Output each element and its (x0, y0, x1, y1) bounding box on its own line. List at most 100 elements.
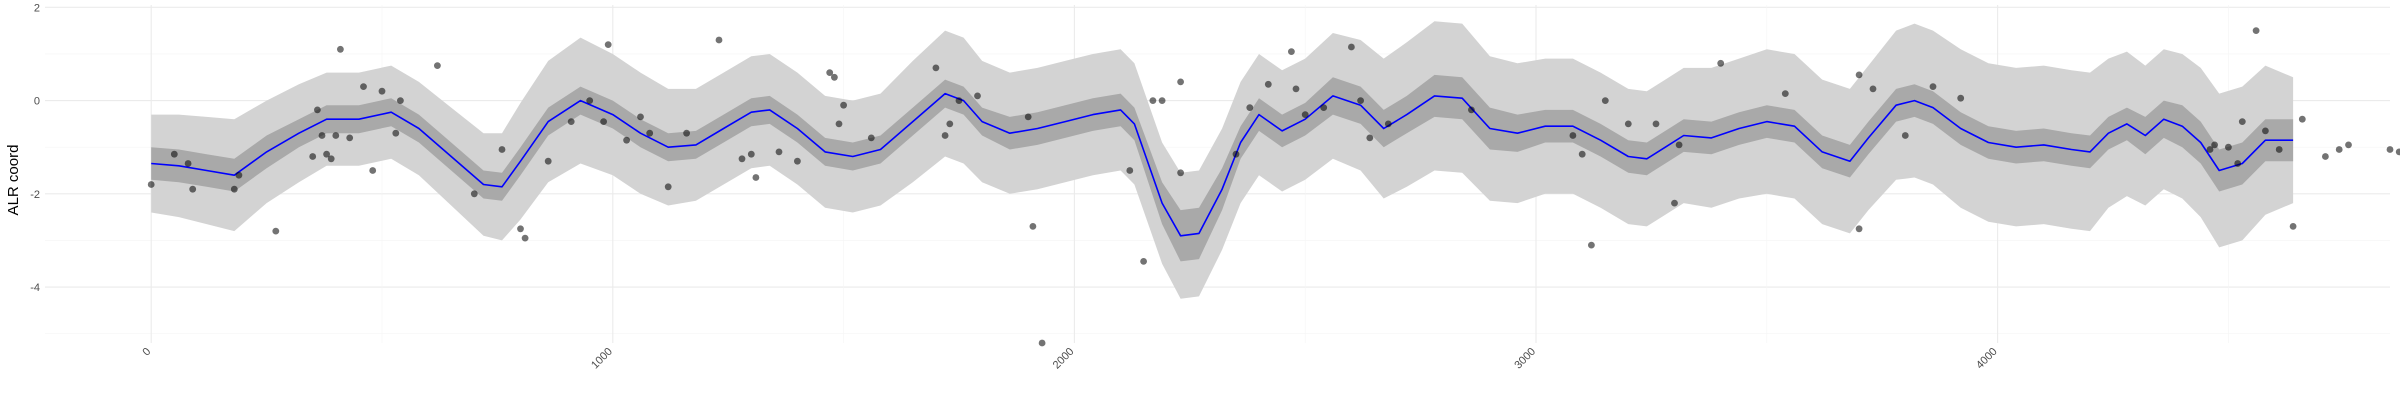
data-point (974, 92, 981, 100)
data-point (235, 171, 243, 179)
data-point (1357, 97, 1364, 104)
data-point (747, 150, 755, 158)
fitted-line (151, 92, 2294, 237)
data-point (1292, 85, 1300, 93)
data-point (1588, 241, 1595, 249)
data-point (1671, 199, 1678, 207)
data-point (867, 134, 875, 142)
data-point (1348, 43, 1355, 51)
data-point (2262, 127, 2269, 135)
data-point (586, 97, 594, 104)
data-point (1038, 339, 1046, 347)
data-point (323, 150, 330, 158)
data-point (1569, 132, 1577, 139)
x-tick-label: 0 (140, 346, 153, 359)
data-point (498, 146, 506, 153)
data-point (189, 185, 197, 193)
data-point (170, 150, 178, 158)
data-point (521, 234, 529, 242)
data-point (309, 153, 317, 160)
data-point (327, 155, 335, 163)
data-point (272, 227, 280, 235)
data-point (835, 120, 843, 128)
data-point (517, 225, 524, 233)
data-point (1869, 85, 1877, 93)
data-point (604, 41, 612, 48)
data-point (314, 106, 321, 114)
data-point (1901, 132, 1909, 139)
data-point (1177, 78, 1184, 86)
data-point (369, 167, 377, 174)
data-point (775, 148, 783, 156)
data-points (147, 27, 2400, 347)
data-point (826, 69, 834, 76)
inner-band-area (151, 74, 2294, 262)
data-point (715, 36, 723, 44)
data-point (434, 62, 441, 69)
data-point (1624, 120, 1632, 128)
data-point (470, 190, 478, 198)
data-point (567, 118, 575, 125)
data-point (646, 129, 654, 137)
data-point (2225, 143, 2232, 151)
data-point (2234, 160, 2242, 167)
data-point (831, 73, 838, 81)
data-point (1781, 90, 1789, 97)
data-point (1957, 94, 1965, 102)
data-point (2395, 148, 2400, 156)
outer-band-area (151, 21, 2294, 299)
data-point (1301, 111, 1309, 118)
data-point (1468, 106, 1475, 114)
data-point (738, 155, 746, 163)
data-point (1929, 83, 1937, 90)
data-point (932, 64, 940, 72)
data-point (2322, 153, 2329, 160)
data-point (1246, 104, 1254, 111)
data-point (1264, 80, 1272, 88)
data-point (955, 97, 963, 104)
data-point (397, 97, 404, 104)
data-point (1320, 104, 1328, 111)
x-tick-label: 3000 (1512, 346, 1538, 372)
data-point (1675, 141, 1683, 149)
data-point (840, 101, 847, 109)
data-point (2206, 146, 2214, 153)
data-point (2345, 141, 2352, 149)
data-point (600, 118, 607, 125)
x-tick-label: 2000 (1051, 346, 1077, 372)
data-point (2289, 223, 2297, 230)
data-point (1652, 120, 1660, 128)
data-point (1149, 97, 1157, 104)
data-point (1288, 48, 1295, 55)
data-point (1232, 150, 1240, 158)
y-tick-label: 0 (34, 96, 40, 108)
data-point (2211, 141, 2219, 149)
data-point (1717, 59, 1725, 67)
data-point (2335, 146, 2343, 153)
data-point (1029, 223, 1037, 230)
data-point (1177, 169, 1184, 177)
data-point (1126, 167, 1134, 174)
data-point (346, 134, 354, 142)
y-tick-label: -2 (30, 189, 40, 201)
data-point (946, 120, 954, 128)
data-point (332, 132, 340, 139)
data-point (1578, 150, 1586, 158)
y-axis-title: ALR coord (5, 145, 22, 216)
inner-confidence-band (151, 74, 2294, 262)
data-point (2252, 27, 2260, 34)
data-point (1140, 258, 1147, 265)
data-point (230, 185, 238, 193)
data-point (2386, 146, 2394, 153)
data-point (544, 157, 552, 165)
data-point (941, 132, 949, 139)
data-point (2275, 146, 2283, 153)
data-point (337, 45, 344, 53)
data-point (683, 129, 690, 137)
data-point (392, 129, 400, 137)
data-point (378, 87, 386, 95)
data-point (147, 181, 155, 188)
x-tick-label: 1000 (589, 346, 615, 372)
data-point (1384, 120, 1392, 128)
